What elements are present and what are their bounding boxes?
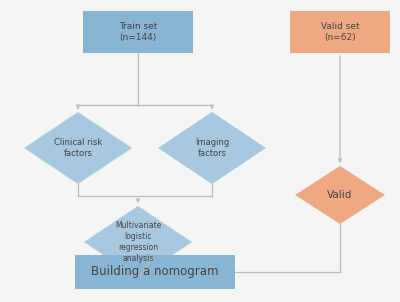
- Text: Train set
(n=144): Train set (n=144): [119, 22, 157, 42]
- Text: Building a nomogram: Building a nomogram: [91, 265, 219, 278]
- Text: Valid set
(n=62): Valid set (n=62): [321, 22, 359, 42]
- Text: Imaging
factors: Imaging factors: [195, 138, 229, 158]
- FancyBboxPatch shape: [290, 11, 390, 53]
- Text: Multivariate
logistic
regression
analysis: Multivariate logistic regression analysi…: [115, 221, 161, 263]
- Polygon shape: [24, 112, 132, 184]
- FancyBboxPatch shape: [83, 11, 193, 53]
- Polygon shape: [158, 112, 266, 184]
- Polygon shape: [295, 166, 385, 224]
- Text: Clinical risk
factors: Clinical risk factors: [54, 138, 102, 158]
- Text: Valid: Valid: [327, 190, 353, 200]
- Polygon shape: [84, 206, 192, 278]
- FancyBboxPatch shape: [75, 255, 235, 289]
